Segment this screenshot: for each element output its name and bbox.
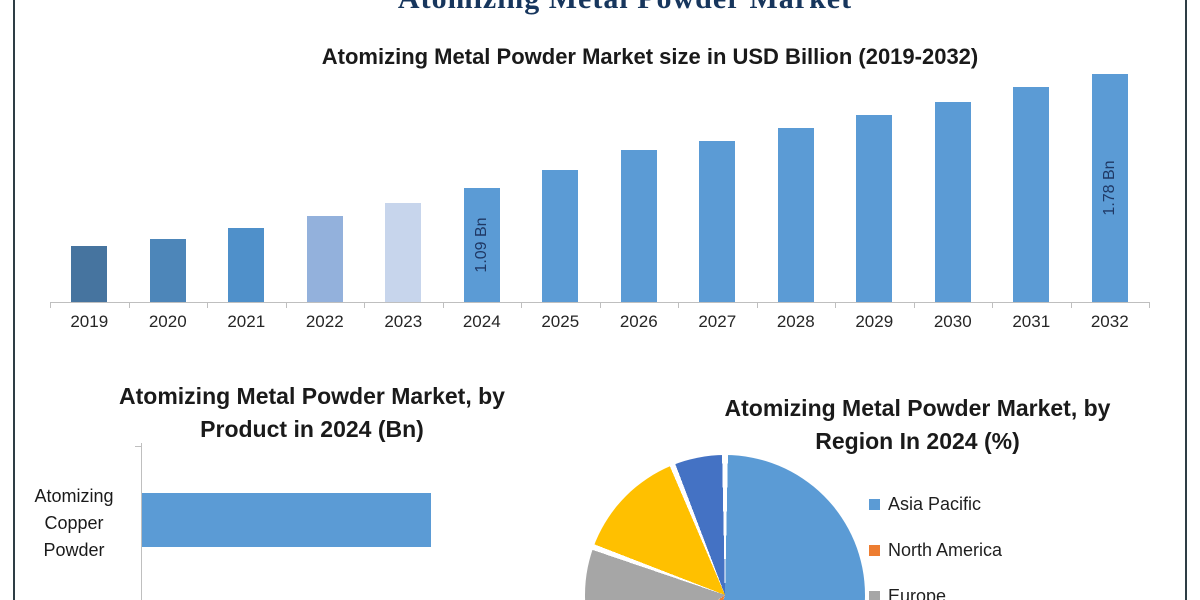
x-axis-tick	[599, 302, 601, 308]
region-chart-title-line1: Atomizing Metal Powder Market, by	[724, 395, 1111, 421]
market-size-chart-title: Atomizing Metal Powder Market size in US…	[321, 44, 979, 69]
frame-border-left	[13, 0, 15, 600]
bar-2030	[934, 102, 971, 302]
x-tick-label-2019: 2019	[70, 312, 109, 331]
legend-marker-icon	[869, 498, 880, 510]
product-chart-title-line2: Product in 2024 (Bn)	[200, 416, 424, 442]
x-tick-label-2032: 2032	[1090, 312, 1129, 331]
x-tick-label-2021: 2021	[227, 312, 266, 331]
product-chart-axis-line	[141, 443, 142, 600]
bar-2021	[228, 228, 265, 302]
x-axis-tick	[128, 302, 130, 308]
bar-2019	[71, 246, 108, 302]
x-tick-label-2029: 2029	[855, 312, 894, 331]
legend-label: Asia Pacific	[888, 493, 982, 514]
x-axis-tick	[678, 302, 679, 308]
product-chart-title: Atomizing Metal Powder Market, by Produc…	[62, 380, 562, 446]
x-axis-tick	[913, 302, 915, 308]
x-axis-tick	[521, 302, 522, 308]
bar-2029	[856, 115, 893, 302]
bar-2024: 1.09 Bn	[463, 188, 500, 302]
x-tick-label-2026: 2026	[619, 312, 658, 331]
x-axis-tick	[992, 302, 993, 308]
bar-2028	[777, 128, 814, 302]
x-tick-label-2030: 2030	[933, 312, 972, 331]
x-tick-label-2024: 2024	[462, 312, 501, 331]
product-category-label: Atomizing Copper Powder	[34, 486, 114, 560]
region-chart-title-line2: Region In 2024 (%)	[815, 428, 1020, 454]
legend-item-north-america: North America	[869, 539, 1003, 560]
legend-marker-icon	[869, 590, 880, 600]
legend-label: North America	[888, 539, 1003, 560]
main-title: Atomizing Metal Powder Market	[325, 0, 925, 14]
legend-item-europe: Europe	[869, 585, 947, 600]
bar-2020	[149, 239, 186, 302]
bar-2022	[306, 216, 343, 302]
x-tick-label-2023: 2023	[384, 312, 423, 331]
x-axis-tick	[1149, 302, 1150, 308]
bar-2027	[699, 141, 736, 302]
bar-2026	[620, 150, 657, 302]
region-pie	[585, 455, 865, 600]
x-axis-tick	[756, 302, 758, 308]
x-tick-label-2020: 2020	[148, 312, 187, 331]
region-chart-title: Atomizing Metal Powder Market, by Region…	[665, 392, 1170, 458]
x-axis-tick	[50, 302, 51, 308]
x-tick-label-2028: 2028	[776, 312, 815, 331]
product-bar-atomizing-copper-powder	[142, 493, 431, 547]
x-axis-tick	[1070, 302, 1072, 308]
frame-border-right	[1185, 0, 1187, 600]
x-axis-tick	[285, 302, 287, 308]
legend-label: Europe	[888, 585, 947, 600]
bar-2032: 1.78 Bn	[1091, 74, 1128, 302]
x-tick-label-2027: 2027	[698, 312, 737, 331]
bar-2023	[385, 203, 422, 302]
x-axis-tick	[207, 302, 208, 308]
x-tick-label-2025: 2025	[541, 312, 580, 331]
x-axis-tick	[835, 302, 836, 308]
x-tick-label-2022: 2022	[305, 312, 344, 331]
x-tick-label-2031: 2031	[1012, 312, 1051, 331]
x-axis-tick	[442, 302, 444, 308]
x-axis-tick	[364, 302, 365, 308]
product-chart-axis-tick	[135, 446, 141, 447]
bar-2025	[542, 170, 579, 302]
bar-2031	[1013, 87, 1050, 302]
legend-item-asia-pacific: Asia Pacific	[869, 493, 982, 514]
legend-marker-icon	[869, 544, 880, 556]
product-chart-title-line1: Atomizing Metal Powder Market, by	[119, 383, 505, 409]
